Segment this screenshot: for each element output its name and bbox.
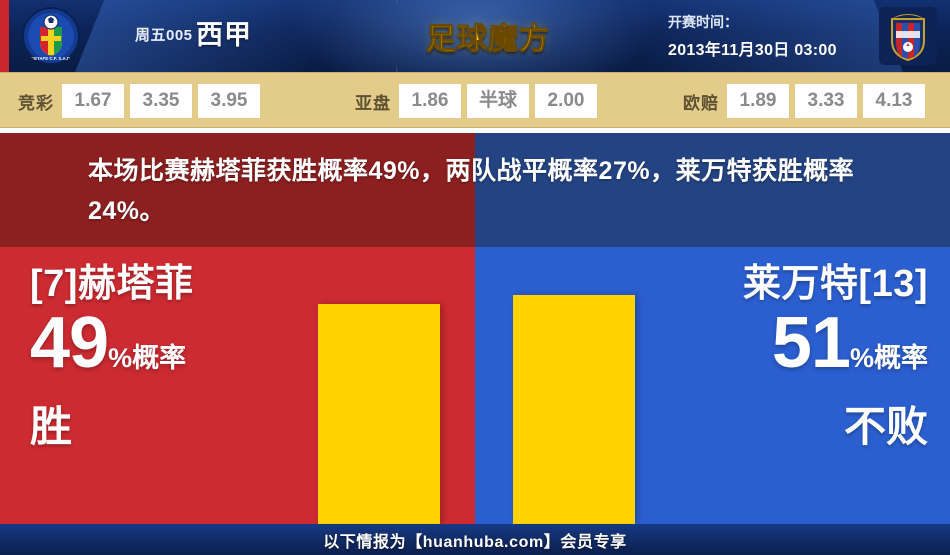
odds-label-oupei: 欧赔: [683, 93, 719, 113]
divider-white: [0, 128, 950, 133]
header-accent-stripe: [0, 0, 9, 72]
site-logo: 足球魔方: [426, 23, 550, 57]
odds-bar: 竞彩 1.67 3.35 3.95 亚盘 1.86 半球 2.00 欧赔 1.8…: [0, 72, 950, 128]
away-probability-line: 51%概率: [628, 307, 928, 399]
away-team-block: 莱万特[13] 51%概率 不败: [628, 261, 928, 455]
home-team-name: [7]赫塔菲: [30, 263, 194, 305]
odds-value-yapan-1[interactable]: 1.86: [399, 84, 461, 118]
odds-group-yapan: 亚盘 1.86 半球 2.00: [355, 84, 603, 118]
home-probability-value: 49: [30, 303, 109, 383]
odds-value-oupei-1[interactable]: 1.89: [727, 84, 789, 118]
svg-text:GETAFE C.F. S.A.D.: GETAFE C.F. S.A.D.: [31, 56, 72, 61]
probability-chart: [7]赫塔菲 49%概率 胜 莱万特[13] 51%概率 不败: [0, 247, 950, 524]
odds-label-jingcai: 竞彩: [18, 93, 54, 113]
odds-value-jingcai-3[interactable]: 3.95: [198, 84, 260, 118]
summary-band: 本场比赛赫塔菲获胜概率49%，两队战平概率27%，莱万特获胜概率24%。: [0, 133, 950, 247]
footer-bar: 以下情报为【huanhuba.com】会员专享: [0, 524, 950, 555]
summary-band-right-bg: [475, 133, 950, 247]
header-logo-panel: [396, 0, 580, 72]
odds-value-yapan-handicap[interactable]: 半球: [467, 84, 529, 118]
home-probability-bar: [318, 304, 440, 524]
odds-label-yapan: 亚盘: [355, 93, 391, 113]
kickoff-label: 开赛时间：: [668, 14, 738, 30]
league-name: 西甲: [196, 20, 252, 50]
summary-band-left-bg: [0, 133, 475, 247]
away-probability-bar: [513, 295, 635, 524]
match-round-label: 周五005: [135, 27, 193, 44]
odds-value-oupei-2[interactable]: 3.33: [795, 84, 857, 118]
odds-value-yapan-2[interactable]: 2.00: [535, 84, 597, 118]
away-probability-value: 51: [771, 303, 851, 383]
home-probability-line: 49%概率: [30, 307, 310, 399]
away-outcome-label: 不败: [843, 403, 928, 450]
footer-text: 以下情报为【huanhuba.com】会员专享: [323, 533, 627, 551]
odds-group-jingcai: 竞彩 1.67 3.35 3.95: [18, 84, 266, 118]
away-probability-unit: %概率: [849, 343, 928, 373]
odds-group-oupei: 欧赔 1.89 3.33 4.13: [683, 84, 931, 118]
away-team-name: 莱万特[13]: [742, 263, 928, 305]
levante-crest-icon: [879, 7, 937, 65]
home-team-block: [7]赫塔菲 49%概率 胜: [30, 261, 310, 455]
home-outcome-label: 胜: [30, 403, 73, 450]
kickoff-time: 2013年11月30日 03:00: [668, 42, 837, 59]
getafe-crest-icon: GETAFE C.F. S.A.D.: [22, 7, 80, 65]
odds-value-jingcai-1[interactable]: 1.67: [62, 84, 124, 118]
header-bar: GETAFE C.F. S.A.D. 周五005 西甲 足球魔方 开赛时间： 2…: [0, 0, 950, 72]
odds-value-oupei-3[interactable]: 4.13: [863, 84, 925, 118]
odds-value-jingcai-2[interactable]: 3.35: [130, 84, 192, 118]
home-probability-unit: %概率: [108, 343, 187, 373]
summary-text: 本场比赛赫塔菲获胜概率49%，两队战平概率27%，莱万特获胜概率24%。: [88, 157, 855, 225]
